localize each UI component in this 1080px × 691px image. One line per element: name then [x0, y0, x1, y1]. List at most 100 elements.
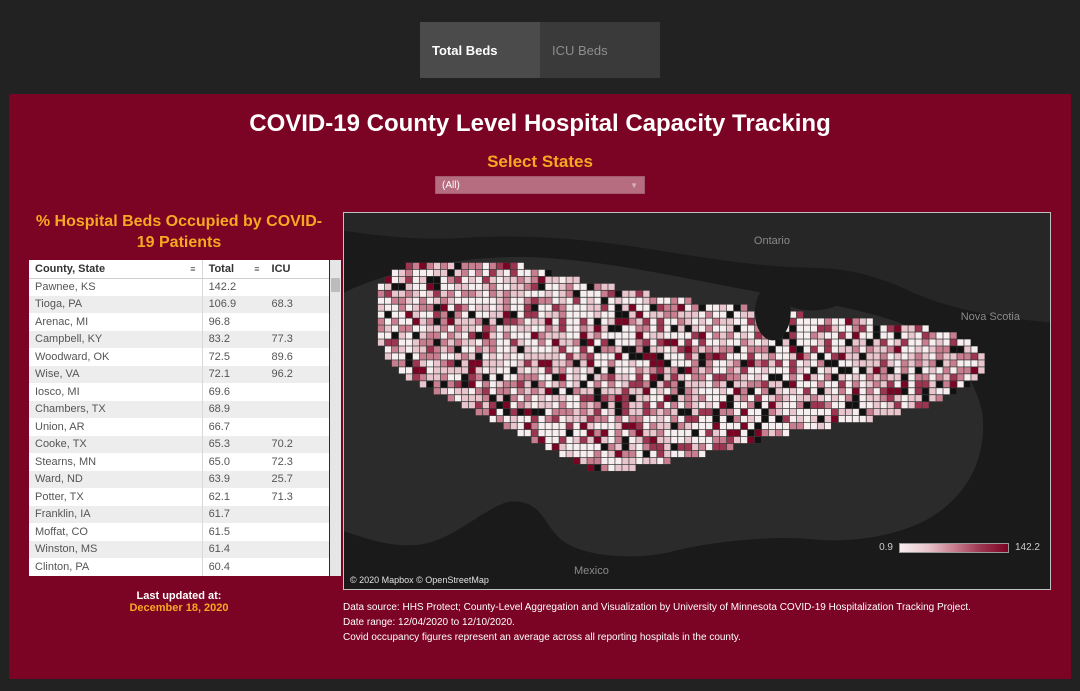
cell-county: Campbell, KY: [29, 331, 202, 349]
cell-icu: 68.3: [266, 296, 329, 314]
col-header-total[interactable]: Total ≡: [202, 260, 265, 279]
table-row[interactable]: Ward, ND63.925.7: [29, 471, 329, 489]
chevron-down-icon: ▼: [630, 181, 638, 190]
cell-icu: 96.2: [266, 366, 329, 384]
table-row[interactable]: Franklin, IA61.7: [29, 506, 329, 524]
tab-bar: Total Beds ICU Beds: [0, 0, 1080, 78]
cell-total: 61.5: [202, 523, 265, 541]
tab-total-beds[interactable]: Total Beds: [420, 22, 540, 78]
state-select-value: (All): [442, 180, 460, 191]
cell-total: 68.9: [202, 401, 265, 419]
select-states-label: Select States: [29, 152, 1051, 172]
cell-county: Stearns, MN: [29, 453, 202, 471]
legend-min: 0.9: [879, 542, 893, 553]
table-row[interactable]: Campbell, KY83.277.3: [29, 331, 329, 349]
cell-icu: 25.7: [266, 471, 329, 489]
table-row[interactable]: Pawnee, KS142.2: [29, 278, 329, 296]
table-row[interactable]: Moffat, CO61.5: [29, 523, 329, 541]
cell-county: Arenac, MI: [29, 313, 202, 331]
table-row[interactable]: Tioga, PA106.968.3: [29, 296, 329, 314]
col-header-county[interactable]: County, State ≡: [29, 260, 202, 279]
cell-icu: [266, 558, 329, 576]
last-updated-date: December 18, 2020: [29, 602, 329, 614]
table-row[interactable]: Woodward, OK72.589.6: [29, 348, 329, 366]
footer-line-1: Data source: HHS Protect; County-Level A…: [343, 600, 1051, 615]
last-updated-label: Last updated at:: [29, 590, 329, 602]
cell-total: 106.9: [202, 296, 265, 314]
cell-icu: 77.3: [266, 331, 329, 349]
cell-icu: [266, 541, 329, 559]
cell-county: Franklin, IA: [29, 506, 202, 524]
table-row[interactable]: Union, AR66.7: [29, 418, 329, 436]
page-title: COVID-19 County Level Hospital Capacity …: [29, 110, 1051, 138]
cell-total: 62.1: [202, 488, 265, 506]
cell-icu: 72.3: [266, 453, 329, 471]
table-title: % Hospital Beds Occupied by COVID-19 Pat…: [29, 212, 329, 254]
table-row[interactable]: Winston, MS61.4: [29, 541, 329, 559]
cell-total: 65.0: [202, 453, 265, 471]
table-row[interactable]: Wise, VA72.196.2: [29, 366, 329, 384]
cell-county: Ward, ND: [29, 471, 202, 489]
cell-icu: 71.3: [266, 488, 329, 506]
footer-notes: Data source: HHS Protect; County-Level A…: [343, 600, 1051, 645]
cell-county: Cooke, TX: [29, 436, 202, 454]
table-row[interactable]: Chambers, TX68.9: [29, 401, 329, 419]
cell-county: Union, AR: [29, 418, 202, 436]
table-row[interactable]: Cooke, TX65.370.2: [29, 436, 329, 454]
cell-county: Woodward, OK: [29, 348, 202, 366]
cell-total: 63.9: [202, 471, 265, 489]
cell-total: 72.1: [202, 366, 265, 384]
map-label-novascotia: Nova Scotia: [961, 311, 1020, 323]
dashboard-panel: COVID-19 County Level Hospital Capacity …: [9, 94, 1071, 679]
table-row[interactable]: Iosco, MI69.6: [29, 383, 329, 401]
cell-total: 83.2: [202, 331, 265, 349]
choropleth-map[interactable]: Ontario Nova Scotia Mexico 0.9 142.2 © 2…: [343, 212, 1051, 590]
legend-max: 142.2: [1015, 542, 1040, 553]
cell-icu: 89.6: [266, 348, 329, 366]
cell-icu: [266, 418, 329, 436]
legend-gradient: [899, 543, 1009, 553]
map-label-ontario: Ontario: [754, 235, 790, 247]
cell-total: 72.5: [202, 348, 265, 366]
cell-county: Tioga, PA: [29, 296, 202, 314]
county-table: County, State ≡ Total ≡ ICU: [29, 260, 329, 576]
map-attribution: © 2020 Mapbox © OpenStreetMap: [350, 575, 489, 585]
cell-county: Clinton, PA: [29, 558, 202, 576]
cell-total: 142.2: [202, 278, 265, 296]
cell-icu: [266, 278, 329, 296]
sort-icon: ≡: [254, 264, 259, 274]
table-row[interactable]: Clinton, PA60.4: [29, 558, 329, 576]
table-scrollbar[interactable]: [330, 260, 341, 576]
cell-total: 61.7: [202, 506, 265, 524]
table-row[interactable]: Potter, TX62.171.3: [29, 488, 329, 506]
cell-total: 60.4: [202, 558, 265, 576]
cell-county: Moffat, CO: [29, 523, 202, 541]
footer-line-2: Date range: 12/04/2020 to 12/10/2020.: [343, 615, 1051, 630]
cell-icu: [266, 506, 329, 524]
scrollbar-thumb[interactable]: [331, 278, 340, 292]
cell-county: Chambers, TX: [29, 401, 202, 419]
map-label-mexico: Mexico: [574, 565, 609, 577]
cell-icu: [266, 313, 329, 331]
cell-icu: [266, 401, 329, 419]
cell-county: Iosco, MI: [29, 383, 202, 401]
table-row[interactable]: Stearns, MN65.072.3: [29, 453, 329, 471]
cell-total: 69.6: [202, 383, 265, 401]
cell-total: 65.3: [202, 436, 265, 454]
cell-total: 61.4: [202, 541, 265, 559]
map-svg: [344, 213, 1050, 589]
table-row[interactable]: Arenac, MI96.8: [29, 313, 329, 331]
cell-total: 66.7: [202, 418, 265, 436]
cell-total: 96.8: [202, 313, 265, 331]
sort-icon: ≡: [190, 264, 195, 274]
cell-icu: 70.2: [266, 436, 329, 454]
cell-county: Wise, VA: [29, 366, 202, 384]
cell-county: Winston, MS: [29, 541, 202, 559]
color-legend: 0.9 142.2: [879, 542, 1040, 553]
cell-county: Pawnee, KS: [29, 278, 202, 296]
cell-icu: [266, 523, 329, 541]
tab-icu-beds[interactable]: ICU Beds: [540, 22, 660, 78]
col-header-icu[interactable]: ICU: [266, 260, 329, 279]
state-select-dropdown[interactable]: (All) ▼: [435, 176, 645, 194]
footer-line-3: Covid occupancy figures represent an ave…: [343, 630, 1051, 645]
